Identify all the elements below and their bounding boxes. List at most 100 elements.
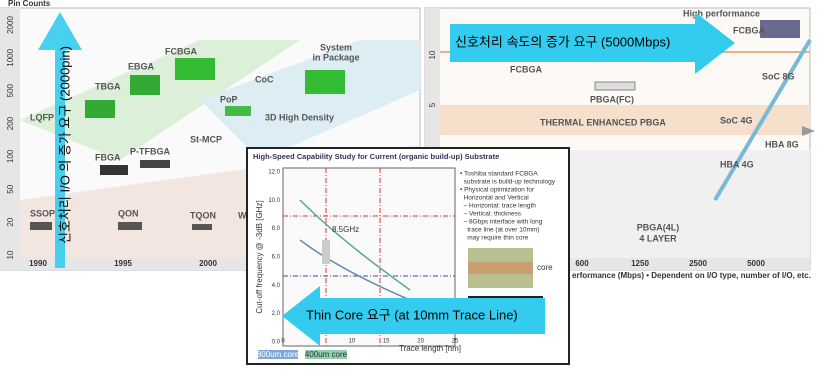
- x-label: 10: [348, 339, 355, 345]
- x-axis-title: Trace length [nm]: [399, 344, 461, 353]
- y-label: 2000: [6, 16, 15, 34]
- legend-swatch: [258, 350, 298, 359]
- pkg-label: 4 LAYER: [639, 233, 677, 243]
- arrow-stem: [322, 240, 330, 264]
- middle-panel: High-Speed Capability Study for Current …: [246, 147, 570, 365]
- y-label: 50: [6, 184, 15, 193]
- pkg-label: HBA 8G: [765, 139, 799, 149]
- y-axis-title: Cut-off frequency @ -3dB [GHz]: [255, 200, 264, 313]
- legend-label: 800um core: [257, 350, 300, 359]
- y-label: 100: [6, 149, 15, 163]
- core-label: core: [537, 263, 553, 272]
- trend-line: [713, 38, 812, 202]
- pkg-label: TQON: [190, 210, 216, 220]
- pkg-label: SSOP: [30, 208, 55, 218]
- left-title: Pin Counts: [8, 0, 51, 8]
- pkg-label: FBGA: [95, 152, 121, 162]
- legend-label: 400um core: [305, 350, 348, 359]
- y-label: 20: [6, 217, 15, 226]
- chip-icon: [85, 100, 115, 118]
- y-label: 6.0: [272, 255, 281, 261]
- note-line: may require thin core: [460, 235, 529, 242]
- pkg-label: SoC 4G: [720, 115, 753, 125]
- y-label: 10: [428, 50, 437, 59]
- y-label: 200: [6, 116, 15, 130]
- chip-icon: [100, 165, 128, 175]
- chip-icon: [305, 70, 345, 94]
- band-green: [20, 40, 300, 160]
- pkg-label: EBGA: [128, 61, 155, 71]
- chip-icon: [130, 75, 160, 95]
- pkg-label: St-MCP: [190, 134, 222, 144]
- pkg-label: PBGA(4L): [637, 222, 680, 232]
- pkg-label: PoP: [220, 94, 238, 104]
- y-label: 1000: [6, 48, 15, 66]
- pkg-label: 3D High Density: [265, 112, 334, 122]
- arrow-up: [38, 12, 82, 268]
- marker: [802, 126, 815, 136]
- arrow-right: [450, 12, 735, 74]
- arrow-text: 신호처리 속도의 증가 요구 (5000Mbps): [455, 34, 670, 49]
- pkg-label: FCBGA: [510, 64, 542, 74]
- x-label: 600: [575, 259, 589, 268]
- y-label: 12.0: [268, 170, 280, 176]
- arrow-text: Thin Core 요구 (at 10mm Trace Line): [306, 307, 518, 322]
- pkg-label: FCBGA: [165, 46, 197, 56]
- pkg-label: TBGA: [95, 81, 121, 91]
- note-line: Horizontal and Vertical: [460, 195, 529, 202]
- pkg-label: SoC 8G: [762, 71, 795, 81]
- xsection-core: [468, 262, 533, 274]
- x-label: 5000: [747, 259, 765, 268]
- x-label: 25: [452, 339, 459, 345]
- pkg-label: HBA 4G: [720, 159, 754, 169]
- axis-title: erformance (Mbps) • Dependent on I/O typ…: [572, 271, 811, 280]
- pkg-label: High performance: [683, 8, 760, 18]
- chip-icon: [594, 81, 636, 91]
- pkg-label: PBGA(FC): [590, 94, 634, 104]
- band-thermal: [440, 105, 810, 135]
- x-label: 20: [417, 339, 424, 345]
- note-line: • Physical optimization for: [460, 187, 535, 194]
- band-blue: [200, 40, 420, 160]
- pkg-label: THERMAL ENHANCED PBGA: [540, 117, 666, 127]
- y-label: 8.0: [272, 226, 281, 232]
- pkg-label: QON: [118, 208, 139, 218]
- chip-icon: [175, 58, 215, 80]
- note-line: trace line (at over 10mm): [460, 227, 539, 234]
- pkg-label: W: [238, 210, 247, 220]
- pkg-label: P-TFBGA: [130, 146, 170, 156]
- chip-icon: [30, 222, 52, 230]
- chip-icon: [225, 106, 251, 116]
- y-label: 2.0: [272, 311, 281, 317]
- chip-icon: [140, 160, 170, 168]
- chip-icon: [192, 224, 212, 230]
- x-label: 2000: [199, 259, 217, 268]
- note-line: – Vertical: thickness: [460, 211, 522, 218]
- annotation: 8.5GHz: [332, 225, 359, 234]
- pkg-label: System: [320, 42, 352, 52]
- chip-icon: [760, 20, 800, 38]
- y-label: 10: [6, 250, 15, 259]
- y-label: 500: [6, 83, 15, 97]
- x-label: 15: [383, 339, 390, 345]
- x-label: 1995: [114, 259, 132, 268]
- arrow-text: 신호처리 I/O 의 증가 요구 (2000pin): [57, 46, 72, 244]
- note-line: substrate is build-up technology: [460, 179, 556, 186]
- chip-icon: [118, 222, 142, 230]
- legend-swatch: [305, 350, 347, 359]
- y-label: 0.0: [272, 340, 281, 346]
- pkg-label: FCBGA: [733, 25, 765, 35]
- middle-title: High-Speed Capability Study for Current …: [253, 152, 499, 161]
- note-line: – 8Gbps interface with long: [460, 219, 543, 226]
- pkg-label: in Package: [312, 52, 359, 62]
- note-line: • Toshiba standard FCBGA: [460, 171, 538, 178]
- pkg-label: CoC: [255, 74, 274, 84]
- x-label: 2500: [689, 259, 707, 268]
- x-label: 0: [281, 339, 285, 345]
- curve: [299, 199, 411, 291]
- curve: [299, 239, 411, 301]
- x-label: 1990: [29, 259, 47, 268]
- x-label: 1250: [631, 259, 649, 268]
- arrow-left: [282, 286, 545, 346]
